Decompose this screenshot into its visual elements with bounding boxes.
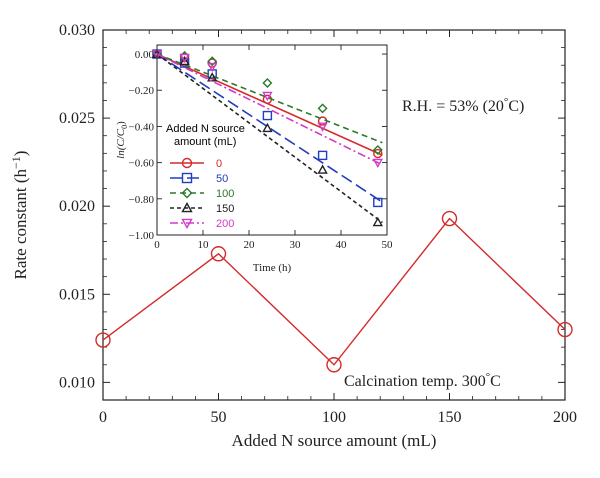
- legend-marker-200: [181, 218, 193, 229]
- main-data-point-1: [210, 246, 227, 262]
- main-data-point-4: [557, 321, 573, 338]
- inset-data-point-150: [317, 164, 328, 174]
- inset-fit-line-100: [156, 53, 383, 144]
- legend-marker-100: [181, 187, 193, 199]
- legend-label-0: 0: [216, 158, 222, 170]
- calcination-prefix: Calcination temp. 300: [344, 373, 486, 390]
- inset-data-point-150: [207, 72, 218, 82]
- legend-label-50: 50: [216, 173, 228, 185]
- calcination-annotation: Calcination temp. 300°C: [344, 371, 501, 390]
- inset-fit-line-150: [156, 53, 383, 224]
- inset-data-point-0: [373, 148, 383, 159]
- main-y-tick-label-1: 0.015: [59, 286, 95, 303]
- inset-y-tick-label-1: −0.20: [129, 85, 155, 97]
- main-y-axis-label: Rate constant (h−1): [9, 151, 30, 280]
- legend-label-200: 200: [216, 218, 234, 230]
- main-x-tick-label-2: 100: [322, 409, 346, 426]
- main-x-axis-label: Added N source amount (mL): [232, 431, 437, 450]
- inset-x-tick-label-5: 50: [382, 239, 394, 251]
- inset-data-point-150: [262, 122, 273, 133]
- inset-fit-line-0: [156, 53, 383, 156]
- inset-y-tick-label-4: −0.80: [129, 194, 155, 206]
- inset-legend: Added N source amount (mL) 0 50 100 150 200: [166, 123, 245, 230]
- legend-label-100: 100: [216, 188, 234, 200]
- main-data-point-2: [326, 357, 342, 373]
- legend-marker-50: [181, 172, 193, 184]
- inset-series: [151, 48, 383, 227]
- main-y-tick-label-2: 0.020: [59, 198, 95, 215]
- inset-data-point-200: [262, 91, 273, 102]
- inset-data-point-50: [373, 197, 383, 208]
- main-x-tick-label-1: 50: [211, 409, 227, 426]
- inset-x-tick-label-1: 10: [198, 239, 210, 251]
- inset-data-point-200: [317, 122, 328, 132]
- inset-fit-line-200: [156, 53, 383, 166]
- main-x-tick-label-0: 0: [99, 409, 107, 426]
- inset-data-point-150: [179, 55, 190, 66]
- inset-x-tick-label-3: 30: [290, 239, 302, 251]
- inset-y-tick-label-3: −0.60: [129, 158, 155, 170]
- main-y-tick-label-3: 0.025: [59, 110, 95, 127]
- inset-data-point-200: [179, 53, 190, 64]
- main-x-tick-label-3: 150: [438, 409, 462, 426]
- legend-title-line1: Added N source: [166, 123, 245, 135]
- main-x-tick-label-4: 200: [553, 409, 577, 426]
- legend-label-150: 150: [216, 203, 234, 215]
- legend-title-line2: amount (mL): [174, 136, 236, 148]
- inset-data-point-100: [207, 56, 218, 67]
- inset-y-tick-label-0: 0.00: [135, 49, 155, 61]
- main-y-axis-label-sup: −1: [9, 156, 23, 169]
- inset-y-axis-label-sub: 0: [120, 125, 129, 129]
- calcination-suffix: C: [490, 373, 501, 390]
- rh-degree-symbol: °: [504, 96, 508, 108]
- rh-annotation-prefix: R.H. = 53% (20: [402, 98, 504, 115]
- main-y-axis-label-text: Rate constant (h: [11, 168, 30, 279]
- calcination-degree-symbol: °: [486, 371, 490, 383]
- inset-data-point-100: [372, 144, 383, 155]
- inset-y-axis-label-text: ln(C/C: [115, 128, 127, 159]
- legend-marker-0: [181, 157, 193, 169]
- inset-y-axis-label: ln(C/C0): [115, 121, 129, 159]
- main-series-line-0: [102, 217, 566, 366]
- main-y-tick-label-0: 0.010: [59, 374, 95, 391]
- inset-data-point-50: [317, 150, 328, 161]
- inset-x-tick-label-2: 20: [244, 239, 256, 251]
- main-data-point-3: [441, 210, 458, 227]
- inset-data-point-50: [262, 110, 273, 121]
- inset-data-point-200: [207, 62, 218, 73]
- inset-y-axis-label-tail: ): [115, 121, 127, 125]
- inset-data-point-100: [262, 78, 273, 88]
- legend-marker-150: [181, 202, 193, 213]
- main-y-axis-label-tail: ): [11, 151, 30, 157]
- rh-annotation-suffix: C): [508, 98, 524, 115]
- inset-x-tick-label-4: 40: [336, 239, 348, 251]
- rh-annotation: R.H. = 53% (20°C): [402, 96, 524, 115]
- inset-y-tick-label-5: −1.00: [129, 230, 155, 242]
- main-data-point-0: [95, 332, 111, 348]
- inset-data-point-150: [372, 216, 383, 227]
- inset-data-point-100: [317, 103, 328, 114]
- inset-x-tick-label-0: 0: [154, 239, 160, 251]
- inset-data-point-200: [372, 158, 383, 169]
- main-y-tick-label-4: 0.030: [59, 22, 95, 39]
- main-series: [95, 210, 573, 373]
- inset-y-tick-label-2: −0.40: [129, 121, 155, 133]
- inset-x-axis-label: Time (h): [253, 262, 292, 274]
- inset-fit-line-50: [156, 53, 383, 203]
- inset-plot-frame: [156, 44, 388, 236]
